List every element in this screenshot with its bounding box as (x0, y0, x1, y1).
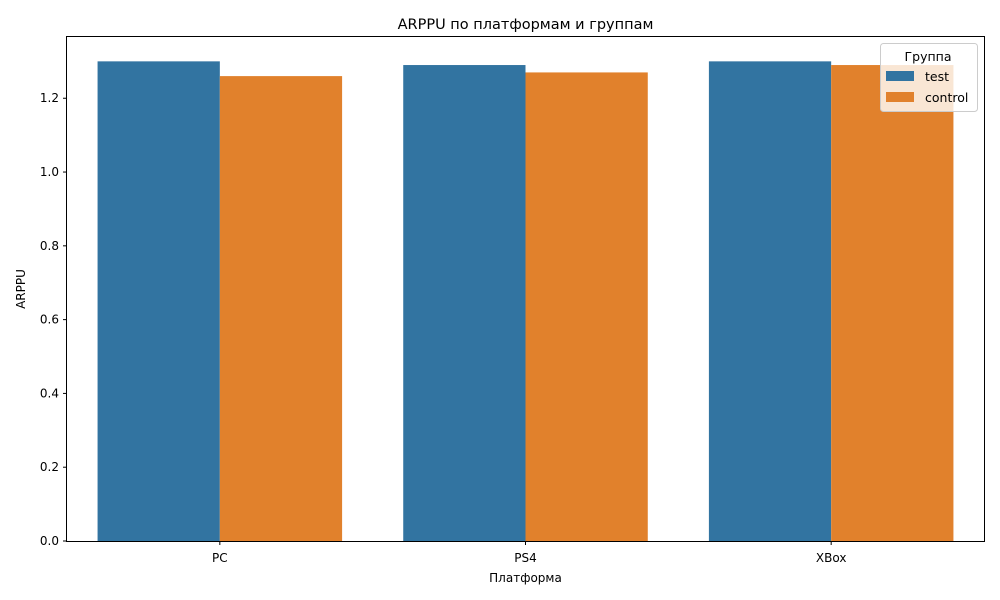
chart-title: ARPPU по платформам и группам (398, 17, 654, 33)
plot-frame (66, 36, 985, 542)
x-tick-label: PC (212, 551, 228, 565)
legend: Группа test control (880, 43, 978, 112)
bar-control-ps4 (525, 72, 648, 542)
x-tick-label: XBox (816, 551, 847, 565)
y-tick-label: 0.0 (40, 534, 59, 548)
y-tick-label: 0.2 (40, 460, 59, 474)
x-tick-label: PS4 (514, 551, 537, 565)
y-tick-label: 0.6 (40, 313, 59, 327)
bar-control-xbox (831, 65, 954, 542)
bar-control-pc (219, 76, 343, 542)
y-axis-ticks: 0.0 0.2 0.4 0.6 0.8 1.0 1.2 (40, 91, 67, 548)
legend-label-control: control (925, 90, 968, 105)
legend-swatch-control (886, 92, 914, 102)
y-tick-label: 0.8 (40, 239, 59, 253)
x-axis-title: Платформа (489, 571, 562, 585)
x-axis-ticks: PC PS4 XBox (212, 541, 846, 565)
y-axis-title: ARPPU (14, 269, 28, 309)
bar-test-ps4 (403, 65, 526, 542)
legend-items: test control (886, 69, 968, 105)
y-tick-label: 0.4 (40, 386, 59, 400)
legend-title: Группа (905, 49, 952, 64)
y-tick-label: 1.2 (40, 91, 59, 105)
bar-test-pc (97, 61, 220, 542)
bar-test-xbox (708, 61, 832, 542)
y-tick-label: 1.0 (40, 165, 59, 179)
bars (97, 61, 954, 542)
legend-label-test: test (925, 69, 949, 84)
legend-swatch-test (886, 71, 914, 81)
